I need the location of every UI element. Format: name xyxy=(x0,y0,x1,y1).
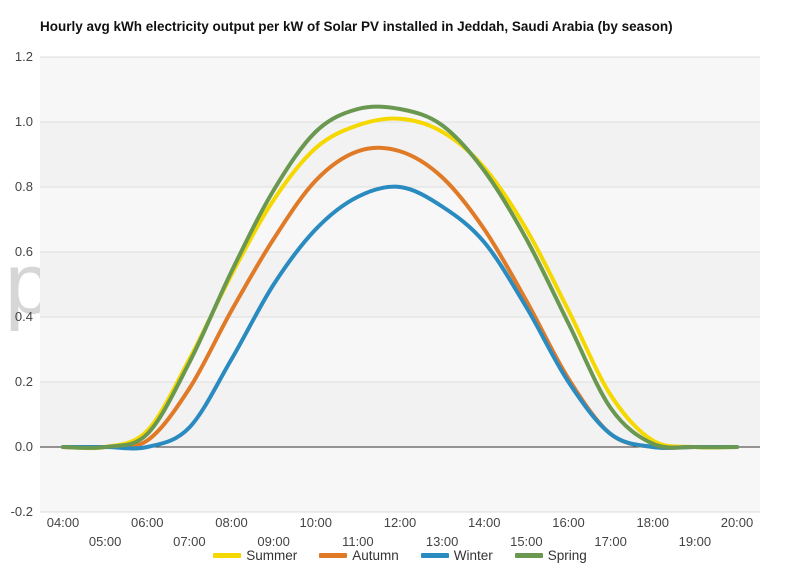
x-tick-label: 10:00 xyxy=(299,515,332,530)
plot-band xyxy=(40,317,760,382)
series-line-spring xyxy=(61,104,739,450)
x-tick-label: 05:00 xyxy=(89,534,122,549)
y-tick-label: 0.0 xyxy=(15,439,33,454)
x-tick-label: 20:00 xyxy=(721,515,754,530)
legend-label: Spring xyxy=(547,548,587,563)
x-tick-label: 09:00 xyxy=(257,534,290,549)
plot-band xyxy=(40,57,760,122)
x-tick-label: 19:00 xyxy=(679,534,712,549)
plot-band xyxy=(40,252,760,317)
y-tick-label: 1.0 xyxy=(15,114,33,129)
legend-label: Winter xyxy=(453,548,493,563)
legend-label: Autumn xyxy=(352,548,399,563)
legend-swatch xyxy=(319,553,348,558)
plot-band xyxy=(40,447,760,512)
x-tick-label: 18:00 xyxy=(636,515,669,530)
legend-item-spring[interactable]: Spring xyxy=(514,548,587,563)
x-tick-label: 15:00 xyxy=(510,534,543,549)
y-tick-label: -0.2 xyxy=(11,504,33,519)
y-tick-label: 0.2 xyxy=(15,374,33,389)
x-axis: 04:00 05:00 06:00 07:00 08:00 09:00 10:00 11:00… xyxy=(47,515,754,549)
x-tick-label: 06:00 xyxy=(131,515,164,530)
legend-item-autumn[interactable]: Autumn xyxy=(319,548,399,563)
legend-item-summer[interactable]: Summer xyxy=(213,548,297,563)
y-tick-label: 0.6 xyxy=(15,244,33,259)
x-tick-label: 07:00 xyxy=(173,534,206,549)
x-tick-label: 11:00 xyxy=(342,534,374,549)
legend-swatch xyxy=(213,553,242,558)
chart-title: Hourly avg kWh electricity output per kW… xyxy=(40,19,673,34)
series-lines xyxy=(61,104,739,451)
legend-label: Summer xyxy=(246,548,298,563)
legend-swatch xyxy=(420,553,449,558)
y-tick-label: 0.8 xyxy=(15,179,33,194)
x-tick-label: 08:00 xyxy=(215,515,248,530)
legend-item-winter[interactable]: Winter xyxy=(420,548,493,563)
y-axis: -0.2 0.0 0.2 0.4 0.6 0.8 1.0 1.2 xyxy=(11,49,33,519)
x-tick-label: 13:00 xyxy=(426,534,459,549)
x-tick-label: 04:00 xyxy=(47,515,80,530)
gridlines xyxy=(40,56,760,513)
legend: Summer Autumn Winter Spring xyxy=(0,548,800,563)
x-tick-label: 16:00 xyxy=(552,515,585,530)
x-tick-label: 12:00 xyxy=(384,515,417,530)
series-line-winter xyxy=(61,184,739,451)
plot-band xyxy=(40,122,760,187)
plot-band xyxy=(40,187,760,252)
plot-band xyxy=(40,382,760,447)
x-tick-label: 17:00 xyxy=(594,534,627,549)
y-tick-label: 0.4 xyxy=(15,309,33,324)
legend-swatch xyxy=(514,553,543,558)
x-tick-label: 14:00 xyxy=(468,515,501,530)
y-tick-label: 1.2 xyxy=(15,49,33,64)
